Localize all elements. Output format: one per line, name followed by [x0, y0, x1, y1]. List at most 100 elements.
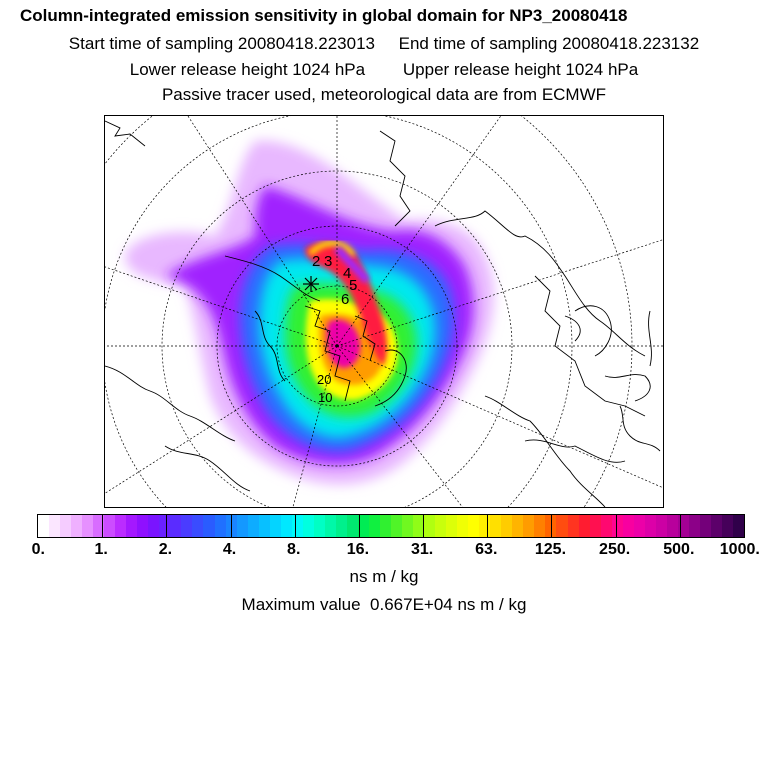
colorbar-major-tick	[166, 515, 168, 537]
colorbar-segment	[313, 515, 325, 537]
colorbar-segment	[357, 515, 369, 537]
colorbar-segment	[291, 515, 303, 537]
colorbar-segment	[413, 515, 425, 537]
colorbar-segment	[490, 515, 502, 537]
colorbar-segment	[391, 515, 403, 537]
colorbar-segment	[280, 515, 292, 537]
plot-title: Column-integrated emission sensitivity i…	[20, 6, 628, 25]
colorbar-segment	[545, 515, 557, 537]
coastline	[164, 445, 251, 492]
release-height-line: Lower release height 1024 hPa Upper rele…	[129, 60, 639, 79]
colorbar-segment	[60, 515, 72, 537]
colorbar-segment	[49, 515, 61, 537]
field-violet-arc	[333, 245, 371, 284]
coastline	[524, 439, 626, 463]
coastline	[619, 405, 661, 452]
coastline	[534, 275, 646, 417]
colorbar-segment	[170, 515, 182, 537]
colorbar-segment	[721, 515, 733, 537]
maximum-value-label: Maximum value 0.667E+04 ns m / kg	[241, 595, 527, 614]
colorbar-major-tick	[487, 515, 489, 537]
meridian-line	[336, 239, 663, 347]
colorbar-tick-label: 0.	[31, 541, 46, 558]
colorbar-segment	[104, 515, 116, 537]
track-marker-label: 3	[324, 253, 332, 270]
colorbar-segment	[82, 515, 94, 537]
colorbar-segment	[534, 515, 546, 537]
coastline	[648, 310, 652, 367]
colorbar-segment	[236, 515, 248, 537]
star-icon	[303, 276, 319, 292]
colorbar-segment	[556, 515, 568, 537]
graticule	[105, 116, 663, 507]
colorbar-segment	[148, 515, 160, 537]
coastline	[379, 130, 411, 227]
colorbar-segment	[368, 515, 380, 537]
track-marker-label: 10	[318, 390, 332, 405]
colorbar-segment	[71, 515, 83, 537]
colorbar-major-tick	[423, 515, 425, 537]
colorbar-segment	[214, 515, 226, 537]
colorbar-tick-label: 500.	[663, 541, 695, 558]
colorbar-segment	[302, 515, 314, 537]
colorbar-major-tick	[679, 515, 681, 537]
coastline	[354, 315, 376, 362]
coastline	[105, 120, 146, 147]
meridian-line	[336, 116, 502, 347]
colorbar-tick-label: 1.	[94, 541, 108, 558]
colorbar-segment	[600, 515, 612, 537]
track-marker-label: 6	[341, 291, 349, 308]
colorbar-segment	[622, 515, 634, 537]
sampling-time-line: Start time of sampling 20080418.223013 E…	[68, 34, 700, 53]
colorbar-segment	[633, 515, 645, 537]
colorbar-segment	[269, 515, 281, 537]
colorbar-tick-label: 2.	[158, 541, 173, 558]
colorbar-segment	[435, 515, 447, 537]
colorbar-segment	[677, 515, 689, 537]
meridian-line	[187, 116, 338, 347]
colorbar-major-tick	[551, 515, 553, 537]
colorbar-segment	[710, 515, 722, 537]
colorbar-segment	[192, 515, 204, 537]
latitude-circle	[161, 170, 513, 507]
meridian-line	[292, 345, 338, 507]
colorbar-segment	[567, 515, 579, 537]
colorbar-segment	[379, 515, 391, 537]
coastlines	[105, 120, 661, 507]
track-marker-label: 5	[349, 277, 357, 294]
coastline	[374, 349, 407, 407]
field-magenta-core	[326, 319, 361, 368]
colorbar-segment	[402, 515, 414, 537]
colorbar-segment	[688, 515, 700, 537]
colorbar-segment	[479, 515, 491, 537]
colorbar-segment	[655, 515, 667, 537]
colorbar-segment	[732, 515, 744, 537]
meridian-line	[105, 266, 338, 347]
track-marker-label: 2	[312, 253, 320, 270]
colorbar-segment	[578, 515, 590, 537]
colorbar-segment	[446, 515, 458, 537]
colorbar-segment	[424, 515, 436, 537]
colorbar-segment	[589, 515, 601, 537]
colorbar-unit-label: ns m / kg	[349, 567, 419, 586]
track-markers: 2 3 4 5 6 20 10	[312, 253, 357, 405]
colorbar-major-tick	[358, 515, 360, 537]
colorbar-segment	[523, 515, 535, 537]
colorbar-segment	[203, 515, 215, 537]
colorbar-major-tick	[102, 515, 104, 537]
sensitivity-map: 2 3 4 5 6 20 10	[105, 116, 663, 507]
coastline	[564, 315, 581, 342]
field-yellow-arc	[307, 240, 356, 258]
colorbar-tick-label: 31.	[410, 541, 434, 558]
latitude-circle	[105, 116, 633, 507]
coastline	[304, 305, 351, 402]
colorbar-segment	[346, 515, 358, 537]
latitude-circle	[105, 116, 573, 507]
track-marker-label: 20	[317, 372, 331, 387]
colorbar-tick-label: 4.	[222, 541, 237, 558]
colorbar-segment	[501, 515, 513, 537]
coastline	[224, 255, 321, 302]
colorbar-tick-label: 63.	[475, 541, 498, 558]
colorbar-major-tick	[230, 515, 232, 537]
coastline	[105, 365, 236, 442]
